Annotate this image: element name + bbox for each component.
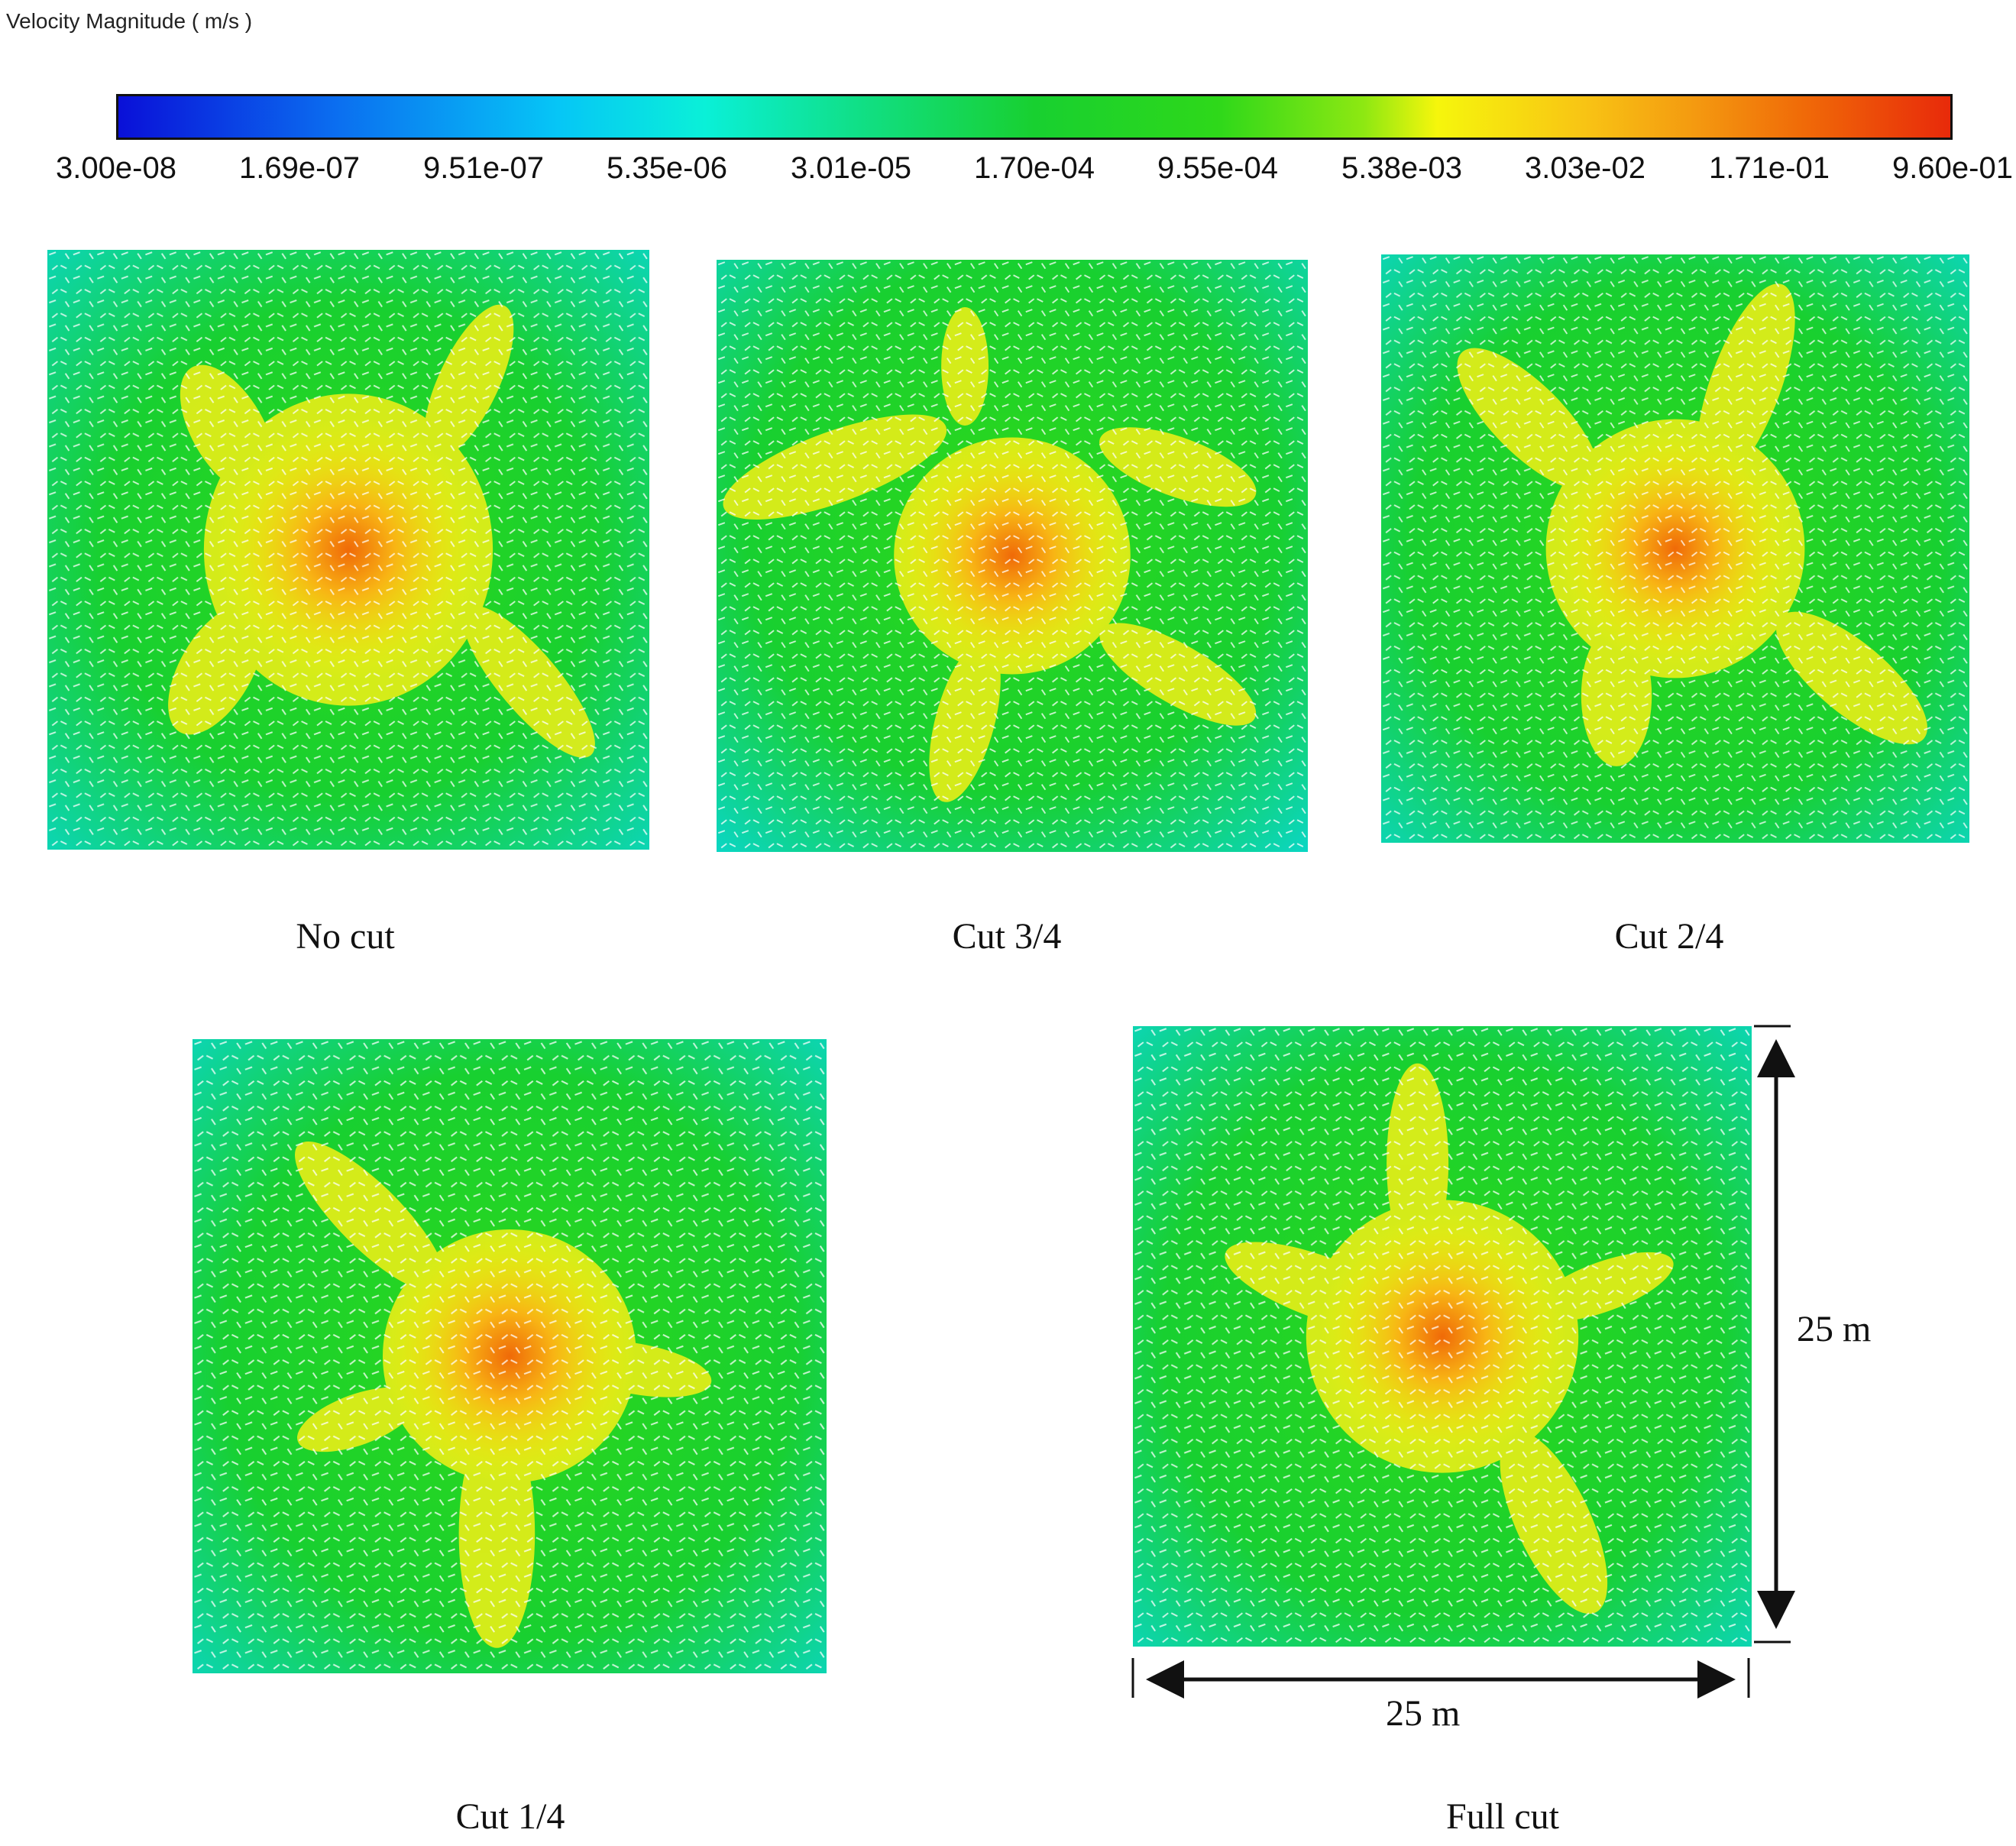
tick-label: 1.69e-07 [239,151,360,185]
tick-label: 1.71e-01 [1709,151,1830,185]
tick-label: 5.38e-03 [1341,151,1462,185]
tick-label: 9.55e-04 [1157,151,1278,185]
caption-cut-3-4: Cut 3/4 [952,916,1062,957]
tick-label: 3.03e-02 [1525,151,1645,185]
height-dimension-label: 25 m [1797,1309,1872,1349]
legend-title: Velocity Magnitude ( m/s ) [6,9,253,33]
velocity-field-cut-3-4-image [717,260,1308,852]
tick-label: 9.60e-01 [1892,151,2013,185]
colorbar-tick-labels: 3.00e-08 1.69e-07 9.51e-07 5.35e-06 3.01… [0,151,2016,197]
tick-label: 3.01e-05 [791,151,911,185]
velocity-field-cut-2-4-image [1381,254,1969,843]
tick-label: 5.35e-06 [607,151,727,185]
tick-label: 9.51e-07 [423,151,544,185]
velocity-field-cut-3-4 [717,260,1308,852]
velocity-field-no-cut-image [47,250,649,850]
tick-label: 1.70e-04 [974,151,1095,185]
caption-no-cut: No cut [296,916,395,957]
width-dimension-label: 25 m [1386,1693,1461,1734]
tick-label: 3.00e-08 [56,151,176,185]
caption-cut-1-4: Cut 1/4 [455,1796,565,1837]
caption-cut-2-4: Cut 2/4 [1614,916,1724,957]
caption-full-cut: Full cut [1445,1796,1560,1837]
velocity-field-cut-1-4-image [193,1039,827,1673]
colorbar [116,94,1953,140]
velocity-field-no-cut [47,250,649,850]
velocity-field-cut-1-4 [193,1039,827,1673]
velocity-field-full-cut [1133,1026,1752,1647]
velocity-field-full-cut-image [1133,1026,1752,1647]
velocity-field-cut-2-4 [1381,254,1969,843]
